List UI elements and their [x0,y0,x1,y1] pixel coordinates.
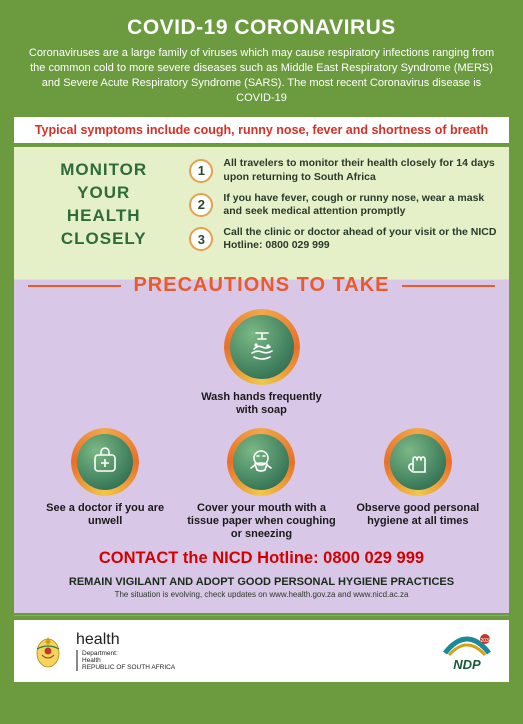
footer-left: health Department: Health REPUBLIC OF SO… [28,631,175,671]
contact-hotline: CONTACT the NICD Hotline: 0800 029 999 [30,541,493,572]
ndp-logo-icon: 2030 NDP [439,629,495,673]
doctor-icon [71,428,139,496]
precaution-block: See a doctor if you are unwell [30,428,180,542]
monitor-heading-line: MONITOR [26,159,181,182]
precautions-title: PRECAUTIONS TO TAKE [133,274,389,297]
ndp-label: NDP [453,657,481,672]
monitor-section: MONITOR YOUR HEALTH CLOSELY 1 All travel… [14,147,509,264]
precaution-block: Cover your mouth with a tissue paper whe… [186,428,336,542]
symptoms-bar: Typical symptoms include cough, runny no… [14,117,509,143]
monitor-heading-line: YOUR [26,182,181,205]
hygiene-icon [384,428,452,496]
number-badge: 3 [189,227,213,251]
precautions-title-row: PRECAUTIONS TO TAKE [14,264,509,303]
precaution-label: Observe good personal hygiene at all tim… [343,502,493,528]
poster-inner: COVID-19 CORONAVIRUS Coronaviruses are a… [10,10,513,714]
precaution-block: Observe good personal hygiene at all tim… [343,428,493,542]
monitor-item-text: All travelers to monitor their health cl… [223,157,497,183]
rule-left [28,285,121,287]
coat-of-arms-icon [28,631,68,671]
precautions-panel: Wash hands frequently with soap See a do… [14,303,509,613]
situation-line: The situation is evolving, check updates… [30,588,493,605]
monitor-item-text: If you have fever, cough or runny nose, … [223,192,497,218]
precaution-label: Wash hands frequently with soap [192,391,332,417]
header-block: COVID-19 CORONAVIRUS Coronaviruses are a… [10,10,513,117]
footer: health Department: Health REPUBLIC OF SO… [14,620,509,682]
monitor-item: 1 All travelers to monitor their health … [189,157,497,183]
cover-mouth-icon [227,428,295,496]
health-word: health [76,631,175,649]
ndp-year: 2030 [480,638,491,644]
main-title: COVID-19 CORONAVIRUS [24,16,499,40]
monitor-item: 2 If you have fever, cough or runny nose… [189,192,497,218]
monitor-list: 1 All travelers to monitor their health … [189,157,497,252]
precaution-top: Wash hands frequently with soap [30,309,493,417]
precaution-block: Wash hands frequently with soap [192,309,332,417]
precaution-label: See a doctor if you are unwell [30,502,180,528]
footer-divider [14,615,509,616]
monitor-item: 3 Call the clinic or doctor ahead of you… [189,226,497,252]
wash-hands-icon [224,309,300,385]
poster-frame: COVID-19 CORONAVIRUS Coronaviruses are a… [0,0,523,724]
dept-lines: Department: Health REPUBLIC OF SOUTH AFR… [76,650,175,671]
vigilant-line: REMAIN VIGILANT AND ADOPT GOOD PERSONAL … [30,572,493,588]
rule-right [402,285,495,287]
monitor-item-text: Call the clinic or doctor ahead of your … [223,226,497,252]
monitor-heading: MONITOR YOUR HEALTH CLOSELY [26,157,181,252]
number-badge: 1 [189,159,213,183]
monitor-heading-line: HEALTH [26,205,181,228]
precaution-row: See a doctor if you are unwell Cover you… [30,428,493,542]
health-dept-text: health Department: Health REPUBLIC OF SO… [76,631,175,671]
precaution-label: Cover your mouth with a tissue paper whe… [186,502,336,542]
intro-paragraph: Coronaviruses are a large family of viru… [24,46,499,105]
number-badge: 2 [189,193,213,217]
monitor-heading-line: CLOSELY [26,228,181,251]
